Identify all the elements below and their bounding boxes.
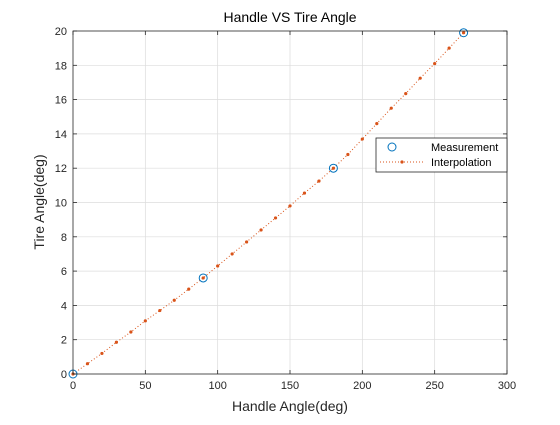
series-layer [68,28,469,379]
y-tick-label: 16 [55,95,67,107]
interpolation-point [375,122,379,126]
y-tick-label: 18 [55,60,67,72]
measurement-point [328,163,338,173]
interpolation-point [85,362,90,366]
interpolation-point [317,179,321,183]
interpolation-point [462,31,466,35]
y-tick-label: 20 [55,26,67,38]
interpolation-point [201,276,205,280]
interpolation-line [72,32,464,375]
interpolation-point [114,340,118,344]
interpolation-point [259,228,263,232]
interpolation-point [288,204,292,208]
interpolation-point [447,46,451,50]
y-tick-label: 8 [61,232,67,244]
interpolation-point [389,106,393,110]
y-tick-label: 12 [55,163,67,175]
interpolation-point [100,351,104,356]
interpolation-point [143,319,147,323]
legend-measurement-marker [387,142,397,152]
interpolation-point [230,252,234,256]
x-tick-label: 50 [139,380,151,392]
y-tick-label: 6 [61,266,67,278]
y-axis-label: Tire Angle(deg) [31,154,47,249]
legend-measurement-label: Measurement [431,142,498,154]
interpolation-point [158,308,162,313]
y-tick-label: 10 [55,198,67,210]
x-tick-label: 200 [353,380,371,392]
x-tick-label: 100 [208,380,226,392]
chart-title: Handle VS Tire Angle [223,9,356,25]
x-axis-label: Handle Angle(deg) [232,398,348,414]
x-tick-label: 250 [425,380,443,392]
legend-box [375,137,508,173]
x-tick-label: 150 [281,380,299,392]
interpolation-point [331,166,335,170]
interpolation-point [302,191,307,195]
interpolation-point [216,264,220,268]
interpolation-point [404,91,408,96]
y-tick-label: 14 [55,129,67,141]
legend-interpolation-label: Interpolation [431,157,492,169]
legend-interpolation-marker [400,160,404,164]
legend: Measurement Interpolation [375,137,508,173]
x-tick-label: 0 [70,380,76,392]
interpolation-point [187,287,191,291]
interpolation-point [418,76,422,80]
measurement-point [198,273,208,283]
axis-ticks: 0 50 100 150 200 250 300 0 2 4 6 8 10 12 14 16 18 20 [55,26,516,392]
interpolation-point [245,240,249,244]
measurement-point [459,28,469,38]
interpolation-point [360,137,364,141]
y-tick-label: 4 [61,300,67,312]
interpolation-point [172,298,176,302]
x-tick-label: 300 [498,380,516,392]
y-tick-label: 0 [61,369,67,381]
interpolation-point [273,216,278,220]
interpolation-point [129,330,133,334]
y-tick-label: 2 [61,335,67,347]
interpolation-point [433,61,437,66]
interpolation-point [346,152,350,157]
